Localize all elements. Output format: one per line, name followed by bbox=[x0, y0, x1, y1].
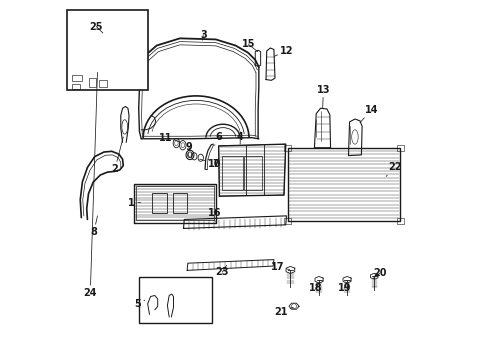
Text: 12: 12 bbox=[274, 46, 293, 56]
Bar bbox=[222, 156, 243, 190]
Bar bbox=[396, 219, 403, 224]
Bar bbox=[173, 193, 187, 213]
Bar bbox=[152, 193, 167, 213]
Text: 8: 8 bbox=[90, 216, 97, 237]
Bar bbox=[67, 10, 147, 90]
Text: 24: 24 bbox=[83, 72, 97, 298]
Bar bbox=[99, 80, 107, 87]
Text: 21: 21 bbox=[273, 307, 293, 316]
Text: 20: 20 bbox=[372, 268, 386, 279]
Text: 19: 19 bbox=[337, 283, 350, 293]
Text: 23: 23 bbox=[215, 265, 228, 277]
Text: 14: 14 bbox=[359, 105, 377, 123]
Bar bbox=[244, 156, 261, 190]
Text: 4: 4 bbox=[236, 132, 243, 144]
Text: 25: 25 bbox=[89, 22, 103, 33]
Text: 5: 5 bbox=[134, 299, 144, 309]
Text: 9: 9 bbox=[185, 142, 192, 152]
Text: 2: 2 bbox=[111, 137, 123, 174]
Bar bbox=[284, 219, 290, 224]
Text: 18: 18 bbox=[308, 283, 322, 293]
Bar bbox=[72, 75, 82, 81]
Text: 22: 22 bbox=[386, 162, 401, 176]
Text: 17: 17 bbox=[270, 262, 289, 272]
Text: 1: 1 bbox=[128, 198, 140, 208]
Bar bbox=[136, 186, 213, 220]
Bar bbox=[72, 84, 80, 89]
Bar bbox=[88, 78, 96, 87]
Text: 11: 11 bbox=[158, 133, 179, 143]
Text: 6: 6 bbox=[215, 132, 222, 142]
Text: 15: 15 bbox=[241, 40, 257, 51]
Bar bbox=[396, 145, 403, 150]
Text: 7: 7 bbox=[207, 159, 219, 169]
Text: 16: 16 bbox=[208, 208, 222, 222]
Text: 13: 13 bbox=[316, 85, 329, 108]
Bar bbox=[284, 145, 290, 150]
Text: 10: 10 bbox=[199, 158, 221, 168]
Bar bbox=[139, 277, 212, 323]
Text: 3: 3 bbox=[200, 30, 206, 40]
